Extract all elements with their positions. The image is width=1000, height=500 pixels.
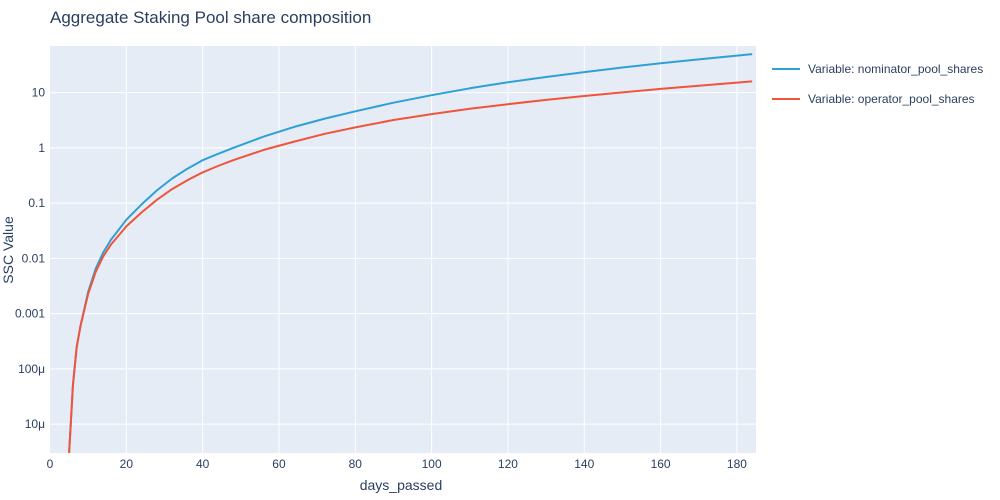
legend-label-operator: Variable: operator_pool_shares <box>808 92 975 106</box>
x-axis-title: days_passed <box>360 477 443 493</box>
y-axis-title: SSC Value <box>0 216 16 284</box>
legend-swatch-operator <box>772 98 800 100</box>
x-tick-label: 60 <box>272 457 286 471</box>
plot-area <box>50 46 756 453</box>
legend: Variable: nominator_pool_shares Variable… <box>772 54 983 114</box>
y-tick-label: 0.1 <box>28 196 45 210</box>
grid-lines <box>50 46 756 453</box>
legend-swatch-nominator <box>772 68 800 70</box>
x-tick-label: 80 <box>349 457 363 471</box>
y-tick-label: 100μ <box>18 362 45 376</box>
x-tick-label: 20 <box>120 457 134 471</box>
y-tick-label: 0.01 <box>22 251 46 265</box>
legend-item-nominator[interactable]: Variable: nominator_pool_shares <box>772 54 983 84</box>
x-tick-label: 0 <box>47 457 54 471</box>
y-tick-label: 10 <box>32 86 46 100</box>
x-tick-label: 40 <box>196 457 210 471</box>
chart-title: Aggregate Staking Pool share composition <box>50 8 372 27</box>
x-tick-label: 180 <box>727 457 747 471</box>
tick-labels: 0 20 40 60 80 100 120 140 160 180 10μ 100μ 0.001 0.01… <box>15 86 747 471</box>
x-tick-label: 160 <box>651 457 671 471</box>
series-line-operator[interactable] <box>68 80 753 454</box>
legend-item-operator[interactable]: Variable: operator_pool_shares <box>772 84 983 114</box>
x-tick-label: 140 <box>574 457 594 471</box>
y-tick-label: 0.001 <box>15 307 45 321</box>
x-tick-label: 120 <box>498 457 518 471</box>
legend-label-nominator: Variable: nominator_pool_shares <box>808 62 984 76</box>
y-tick-label: 1 <box>38 141 45 155</box>
y-tick-label: 10μ <box>25 417 45 431</box>
series-lines <box>68 53 753 454</box>
x-tick-label: 100 <box>422 457 442 471</box>
